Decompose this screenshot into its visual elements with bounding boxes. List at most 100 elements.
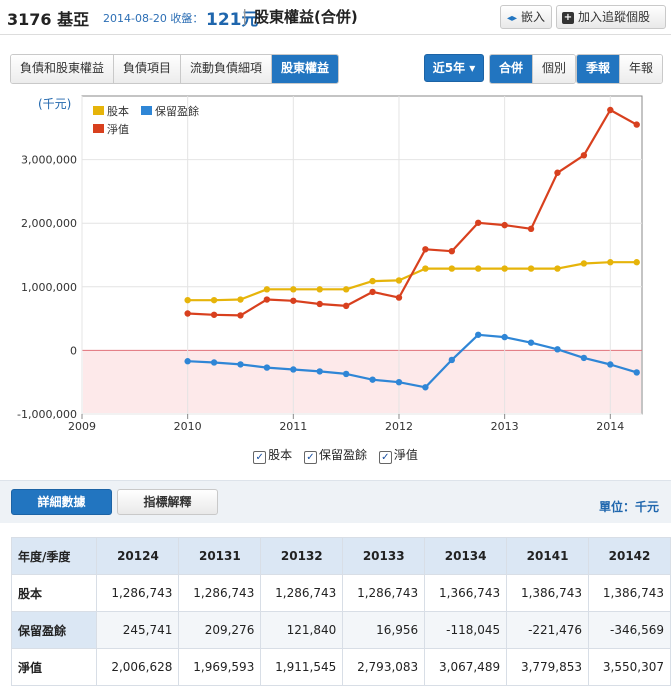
data-point xyxy=(422,384,429,391)
table-cell: -346,569 xyxy=(588,611,671,649)
table-cell: 1,386,743 xyxy=(506,574,590,612)
toggle-capital-label: 股本 xyxy=(268,448,293,462)
title-separator: | xyxy=(242,6,248,25)
y-tick-label: 3,000,000 xyxy=(21,154,77,167)
data-point xyxy=(554,265,561,272)
add-track-button[interactable]: + 加入追蹤個股 xyxy=(556,5,666,29)
checkbox-icon: ✓ xyxy=(378,451,392,464)
y-tick-label: 2,000,000 xyxy=(21,217,77,230)
column-header: 20133 xyxy=(342,537,426,575)
plus-icon: + xyxy=(562,11,574,24)
data-point xyxy=(369,376,376,383)
toggle-retained[interactable]: ✓ 保留盈餘 xyxy=(303,446,367,464)
data-point xyxy=(501,221,508,229)
table-cell: 3,067,489 xyxy=(424,648,508,686)
table-cell: 1,386,743 xyxy=(588,574,671,612)
toggle-retained-label: 保留盈餘 xyxy=(318,448,367,462)
toggle-networth-label: 淨值 xyxy=(393,448,418,462)
data-point xyxy=(210,296,218,304)
data-point xyxy=(633,259,640,266)
data-point xyxy=(184,296,191,304)
series-line-networth xyxy=(187,108,638,317)
report-tabs: 負債和股東權益 負債項目 流動負債細項 股東權益 xyxy=(10,54,340,84)
legend-swatch-capital xyxy=(93,106,104,115)
data-point xyxy=(501,333,508,341)
data-point xyxy=(580,260,588,267)
row-label: 股本 xyxy=(10,574,98,612)
x-axis-labels: 2009 2010 2011 2012 2013 2014 xyxy=(68,420,624,433)
row-label: 淨值 xyxy=(10,648,98,686)
data-point xyxy=(422,246,429,253)
data-point xyxy=(580,354,588,362)
grid-lines xyxy=(81,96,642,419)
tab-current-liabilities[interactable]: 流動負債細項 xyxy=(181,55,273,83)
annual-button[interactable]: 年報 xyxy=(620,55,663,83)
embed-button[interactable]: ◂▸ 嵌入 xyxy=(500,5,552,29)
column-header: 20142 xyxy=(588,537,671,575)
quarterly-button[interactable]: 季報 xyxy=(577,55,621,83)
data-point xyxy=(633,121,640,128)
table-cell: -118,045 xyxy=(424,611,508,649)
data-point xyxy=(554,169,561,176)
chart-legend: 股本 保留盈餘 淨值 xyxy=(93,104,199,136)
individual-button[interactable]: 個別 xyxy=(533,55,576,83)
data-point xyxy=(316,300,323,308)
table-cell: 3,550,307 xyxy=(588,648,671,686)
indicator-explain-tab[interactable]: 指標解釋 xyxy=(117,489,218,515)
data-point xyxy=(237,312,244,319)
table-cell: 3,779,853 xyxy=(506,648,590,686)
data-point xyxy=(475,265,482,272)
column-header: 20132 xyxy=(260,537,344,575)
data-point xyxy=(395,379,403,386)
tab-liabilities[interactable]: 負債項目 xyxy=(114,55,182,83)
data-point xyxy=(342,302,350,310)
checkbox-icon: ✓ xyxy=(303,451,317,464)
data-point xyxy=(369,277,376,285)
table-corner: 年度/季度 xyxy=(10,537,98,575)
data-point xyxy=(395,294,403,301)
x-tick-label: 2010 xyxy=(174,420,202,433)
data-point xyxy=(580,152,588,159)
table-cell: 1,366,743 xyxy=(424,574,508,612)
data-point xyxy=(316,368,323,375)
table-cell: 1,286,743 xyxy=(260,574,344,612)
data-point xyxy=(369,288,376,296)
tab-equity[interactable]: 股東權益 xyxy=(272,55,339,83)
data-point xyxy=(527,265,535,272)
equity-chart: 3,000,000 2,000,000 1,000,000 0 -1,000,000 2… xyxy=(17,95,643,433)
toggle-capital[interactable]: ✓ 股本 xyxy=(253,446,292,464)
y-tick-label: 1,000,000 xyxy=(21,281,77,294)
row-label: 保留盈餘 xyxy=(10,611,98,649)
add-track-label: 加入追蹤個股 xyxy=(578,10,651,24)
data-point xyxy=(607,259,614,266)
toggle-networth[interactable]: ✓ 淨值 xyxy=(378,446,418,464)
legend-capital-label: 股本 xyxy=(107,104,129,118)
table-row: 股本 1,286,743 1,286,743 1,286,743 1,286,7… xyxy=(10,574,671,612)
table-cell: 2,006,628 xyxy=(96,648,180,686)
data-point xyxy=(607,106,614,114)
data-point xyxy=(263,364,271,371)
table-row: 保留盈餘 245,741 209,276 121,840 16,956 -118… xyxy=(10,611,671,649)
data-point xyxy=(184,310,191,317)
table-cell: 245,741 xyxy=(96,611,180,649)
data-point xyxy=(290,366,297,373)
quote-date: 2014-08-20 收盤： xyxy=(103,12,204,25)
x-tick-label: 2014 xyxy=(596,420,624,433)
legend-swatch-networth xyxy=(93,124,104,133)
column-header: 20134 xyxy=(424,537,508,575)
table-row: 淨值 2,006,628 1,969,593 1,911,545 2,793,0… xyxy=(10,648,671,686)
table-cell: 1,911,545 xyxy=(260,648,344,686)
detail-data-tab[interactable]: 詳細數據 xyxy=(11,489,112,515)
y-tick-label: 0 xyxy=(70,344,77,357)
data-point xyxy=(290,286,297,293)
data-point xyxy=(475,331,482,338)
negative-zone xyxy=(83,350,641,413)
data-point xyxy=(527,339,535,346)
tab-liabilities-equity[interactable]: 負債和股東權益 xyxy=(11,55,115,83)
table-header-row: 年度/季度 20124 20131 20132 20133 20134 2014… xyxy=(10,537,671,575)
consolidated-button[interactable]: 合併 xyxy=(490,55,534,83)
range-dropdown[interactable]: 近5年 ▾ xyxy=(424,54,484,82)
data-point xyxy=(448,247,456,255)
legend-retained-label: 保留盈餘 xyxy=(155,104,199,118)
table-cell: 16,956 xyxy=(342,611,426,649)
